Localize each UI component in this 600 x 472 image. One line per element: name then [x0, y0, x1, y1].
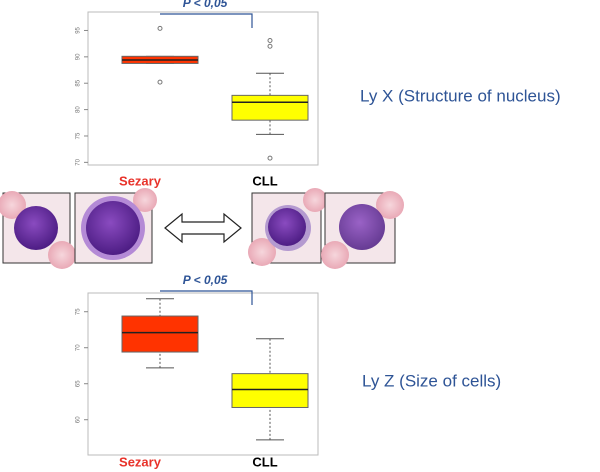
- p-value: P < 0,05: [183, 0, 228, 10]
- box: [231, 373, 309, 408]
- significance-bracket: [160, 290, 253, 305]
- category-label: Sezary: [119, 454, 162, 469]
- outlier: [267, 155, 273, 161]
- y-tick-label: 75: [76, 308, 82, 315]
- cell-image: [74, 188, 157, 264]
- outlier: [157, 79, 163, 85]
- y-tick-label: 70: [76, 158, 82, 165]
- category-label: CLL: [252, 173, 277, 188]
- y-tick-label: 95: [76, 26, 82, 33]
- category-label: Sezary: [119, 173, 162, 188]
- side-label: Ly Z (Size of cells): [362, 371, 501, 390]
- side-label: Ly X (Structure of nucleus): [360, 86, 561, 105]
- cell-images: [0, 188, 404, 269]
- y-tick-label: 70: [76, 344, 82, 351]
- cell-image: [0, 191, 76, 269]
- box-chart: 70 75 80 85 90 95 Sezary CLL P < 0,05 Ly X (Struc…: [76, 0, 561, 188]
- y-tick-label: 65: [76, 380, 82, 387]
- p-value: P < 0,05: [183, 273, 228, 287]
- box: [231, 94, 309, 121]
- y-tick-label: 60: [76, 416, 82, 423]
- significance-bracket: [160, 13, 253, 28]
- y-tick-label: 75: [76, 132, 82, 139]
- cell-image: [321, 191, 404, 269]
- y-tick-label: 80: [76, 106, 82, 113]
- box: [121, 315, 199, 353]
- box-chart: 60 65 70 75 Sezary CLL P < 0,05 Ly Z (Size of c…: [76, 273, 502, 469]
- plot-frame: [87, 292, 319, 456]
- outlier: [157, 25, 163, 31]
- cell-image: [248, 188, 327, 266]
- outlier: [267, 43, 273, 49]
- plot-frame: [87, 11, 319, 166]
- y-tick-label: 90: [76, 53, 82, 60]
- y-tick-label: 85: [76, 79, 82, 86]
- outlier: [267, 37, 273, 43]
- category-label: CLL: [252, 454, 277, 469]
- double-arrow: [164, 212, 242, 244]
